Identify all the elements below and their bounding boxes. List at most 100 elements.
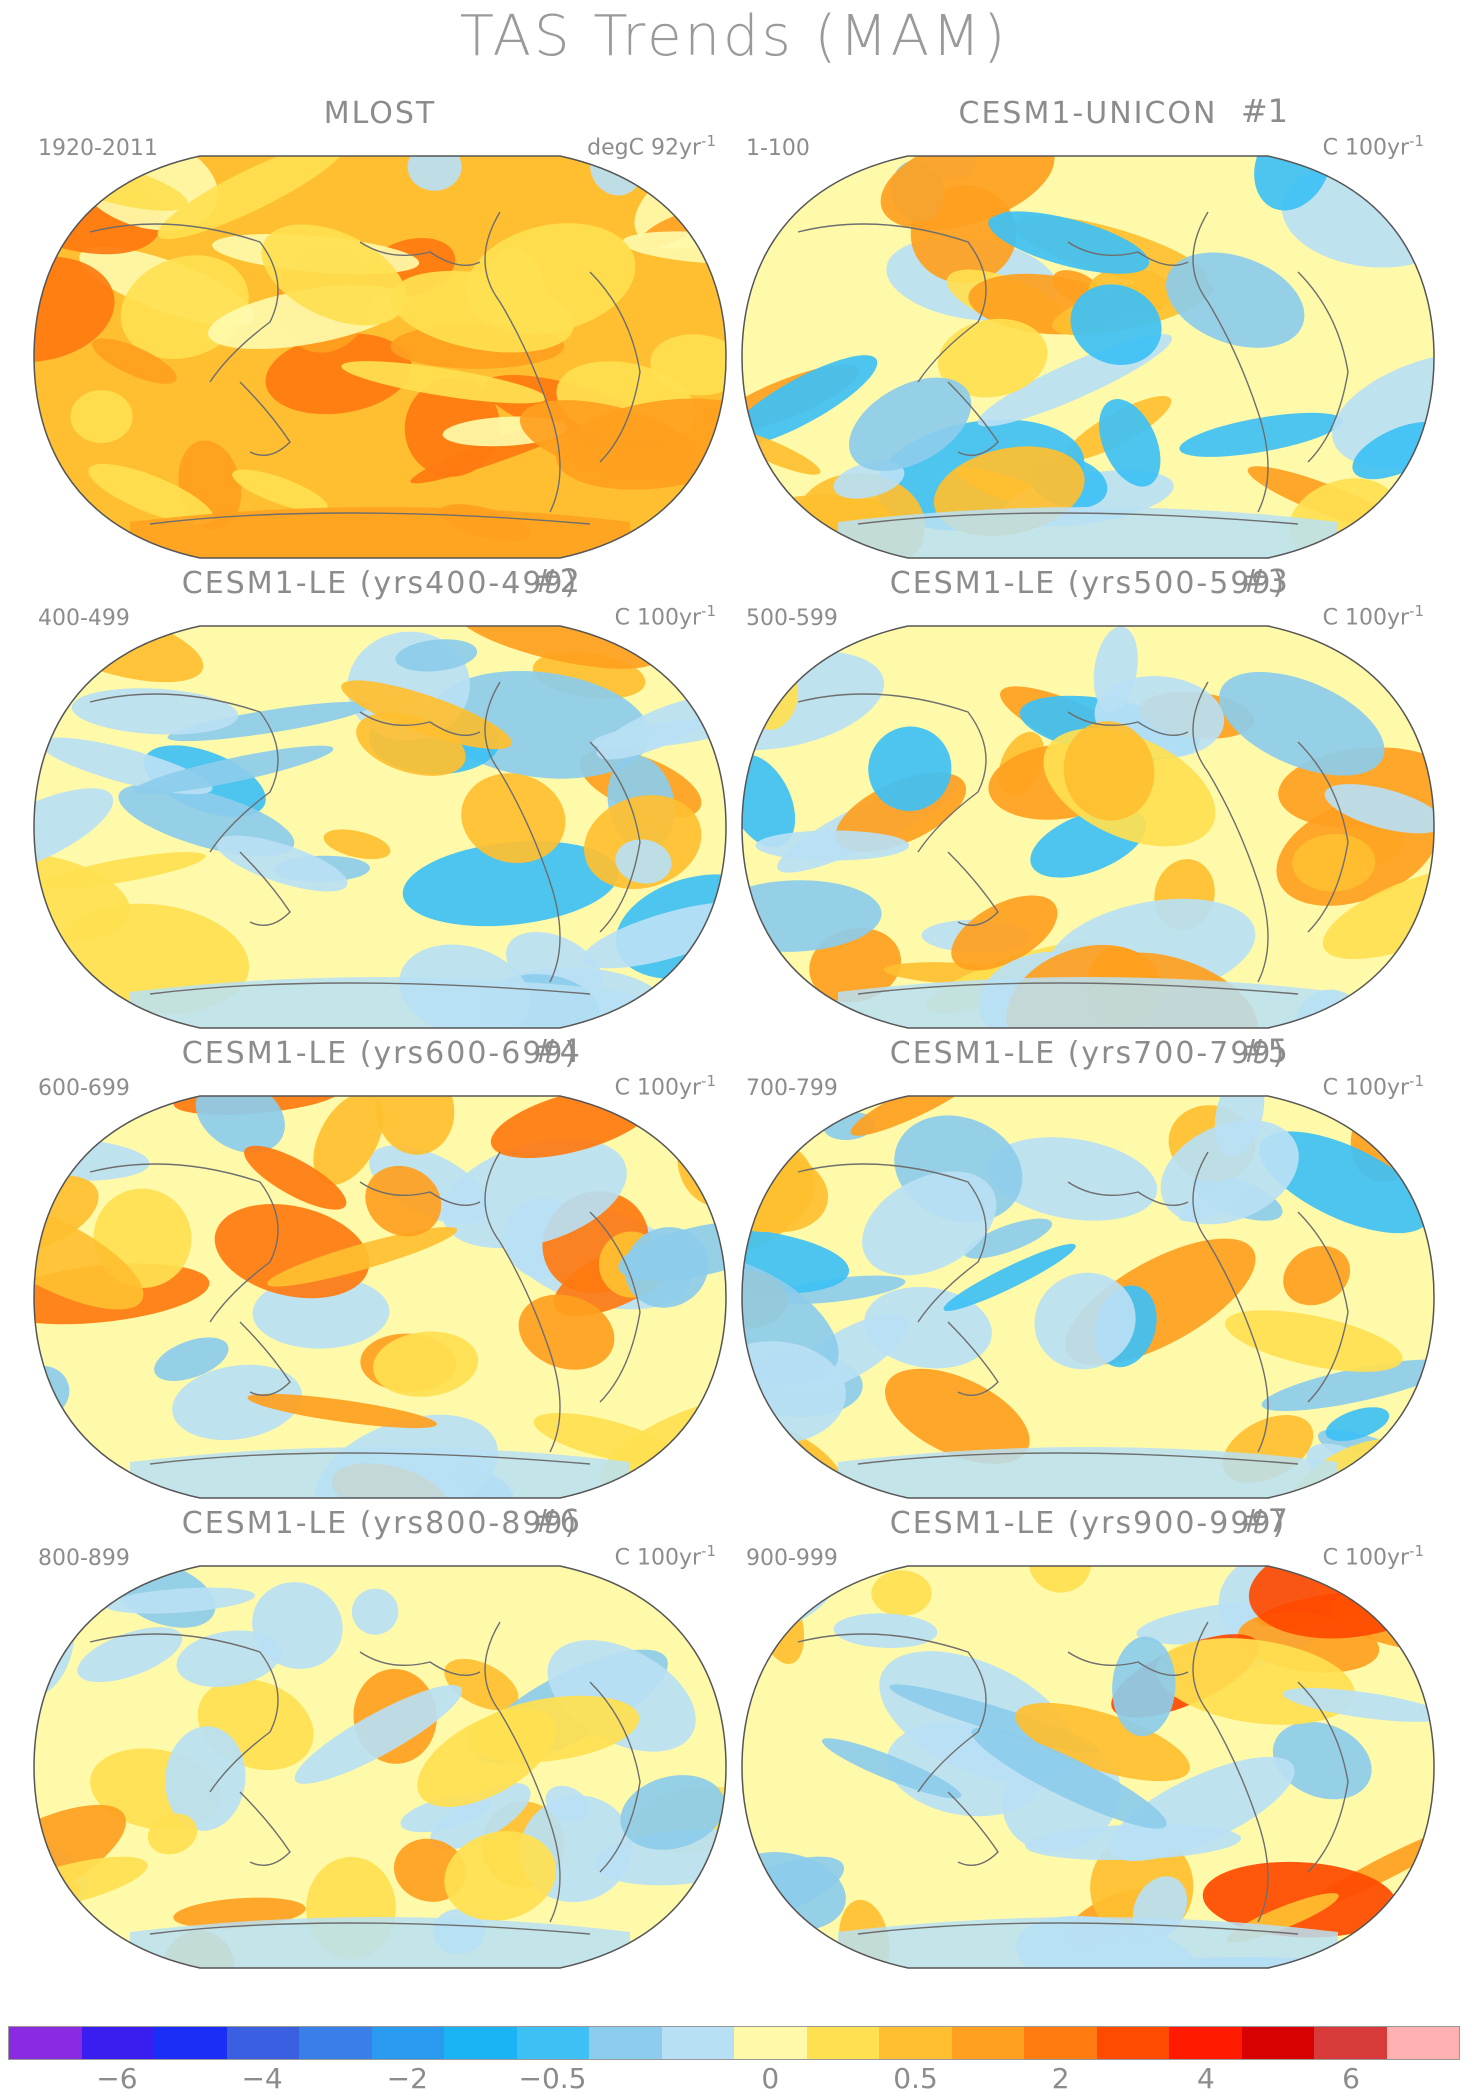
coastline xyxy=(947,1791,999,1866)
anomaly-region xyxy=(157,156,346,240)
anomaly-region xyxy=(1283,1246,1351,1306)
anomaly-region xyxy=(871,1570,932,1617)
coastline xyxy=(1297,1681,1349,1873)
anomaly-region xyxy=(247,1393,438,1429)
coastline xyxy=(589,1211,641,1403)
units-base: C 100yr xyxy=(614,605,702,631)
coastline xyxy=(359,1181,481,1206)
world-map xyxy=(741,1095,1435,1499)
coastline xyxy=(89,223,279,383)
colorbar-tick-label: 4 xyxy=(1196,2062,1215,2095)
units-exponent: -1 xyxy=(1409,602,1424,620)
panel-period: 1-100 xyxy=(746,136,810,161)
world-map xyxy=(33,1095,727,1499)
colorbar-swatch xyxy=(879,2027,952,2059)
panel-units: C 100yr-1 xyxy=(615,1072,716,1100)
panel-title: CESM1-LE (yrs700-799) xyxy=(889,1036,1287,1071)
coastline xyxy=(1067,1651,1189,1676)
anomaly-region xyxy=(884,1368,1030,1464)
coastline xyxy=(484,1621,561,1923)
colorbar-swatch xyxy=(81,2027,154,2059)
coastline xyxy=(1192,211,1269,513)
map-panel: CESM1-UNICON #1 1-100 C 100yr-1 xyxy=(738,90,1438,560)
anomaly-region xyxy=(444,1831,557,1921)
anomaly-region xyxy=(615,839,672,884)
units-base: C 100yr xyxy=(614,1545,702,1571)
anomaly-region xyxy=(1261,1359,1434,1412)
anomaly-region xyxy=(1178,1182,1250,1222)
colorbar-swatch xyxy=(661,2027,734,2059)
panel-period: 1920-2011 xyxy=(38,136,158,161)
anomaly-region xyxy=(341,680,512,750)
anomaly-region xyxy=(937,318,1048,398)
map-panel: MLOST 1920-2011 degC 92yr-1 xyxy=(30,90,730,560)
anomaly-region xyxy=(1025,1824,1242,1861)
world-map xyxy=(33,155,727,559)
units-base: C 100yr xyxy=(1322,1545,1410,1571)
colorbar-swatch xyxy=(1241,2027,1314,2059)
colorbar-swatch xyxy=(1314,2027,1387,2059)
coastline xyxy=(857,512,1299,525)
coastline xyxy=(857,982,1299,995)
anomaly-region xyxy=(1070,284,1162,365)
antarctic-band xyxy=(130,1447,630,1498)
anomaly-region xyxy=(1325,1407,1390,1442)
units-exponent: -1 xyxy=(701,1072,716,1090)
colorbar-swatch xyxy=(371,2027,444,2059)
anomaly-region xyxy=(849,377,972,471)
anomaly-region xyxy=(105,1587,256,1614)
figure-title: TAS Trends (MAM) xyxy=(459,4,1009,69)
units-exponent: -1 xyxy=(1409,1542,1424,1560)
map-panel: CESM1-LE (yrs400-499) #2 400-499 C 100yr-1 xyxy=(30,560,730,1030)
anomaly-region xyxy=(1282,1687,1434,1722)
colorbar-labels: −6 −4 −2 −0.5 0 0.5 2 4 6 xyxy=(8,2062,1460,2095)
colorbar-swatch xyxy=(951,2027,1024,2059)
anomaly-region xyxy=(1219,671,1385,776)
anomaly-region xyxy=(1254,156,1332,211)
anomaly-region xyxy=(1364,1575,1406,1604)
panel-units: C 100yr-1 xyxy=(615,602,716,630)
coastline xyxy=(239,851,291,926)
colorbar xyxy=(8,2026,1460,2060)
anomaly-region xyxy=(742,355,878,447)
panel-period: 500-599 xyxy=(746,606,838,631)
anomaly-region xyxy=(267,1226,458,1287)
coastline xyxy=(484,1151,561,1453)
map-border xyxy=(33,1565,727,1969)
anomaly-region xyxy=(167,701,372,742)
anomaly-region xyxy=(1225,1310,1403,1372)
colorbar-tick-label: −0.5 xyxy=(518,2062,587,2095)
anomaly-region xyxy=(395,639,478,672)
anomaly-region xyxy=(375,1096,455,1155)
map-border xyxy=(33,625,727,1029)
panel-units: C 100yr-1 xyxy=(615,1542,716,1570)
coastline xyxy=(1192,1621,1269,1923)
colorbar-tick-label: −6 xyxy=(96,2062,138,2095)
antarctic-band xyxy=(130,977,630,1028)
anomaly-region xyxy=(1259,1131,1429,1234)
panel-title: CESM1-LE (yrs800-899) xyxy=(181,1506,579,1541)
coastline xyxy=(359,241,481,266)
colorbar-swatch xyxy=(154,2027,227,2059)
anomaly-region xyxy=(215,835,348,892)
anomaly-region xyxy=(36,1575,83,1597)
map-panel: CESM1-LE (yrs700-799) #5 700-799 C 100yr-1 xyxy=(738,1030,1438,1500)
anomaly-region xyxy=(862,1171,997,1276)
anomaly-region xyxy=(596,696,725,760)
anomaly-region xyxy=(624,1227,709,1308)
colorbar-swatch xyxy=(516,2027,589,2059)
map-border xyxy=(741,1095,1435,1499)
anomaly-region xyxy=(1093,626,1138,712)
map-border xyxy=(741,155,1435,559)
anomaly-region xyxy=(868,726,952,812)
anomaly-region xyxy=(77,1627,183,1683)
panel-title: CESM1-LE (yrs600-699) xyxy=(181,1036,579,1071)
panel-number: #3 xyxy=(1240,562,1288,600)
antarctic-band xyxy=(838,507,1338,558)
anomaly-region xyxy=(265,333,412,415)
anomaly-region xyxy=(971,1727,1167,1829)
antarctic-band xyxy=(838,1447,1338,1498)
anomaly-region xyxy=(518,1294,615,1370)
anomaly-region xyxy=(261,224,407,326)
map-border xyxy=(741,1565,1435,1969)
